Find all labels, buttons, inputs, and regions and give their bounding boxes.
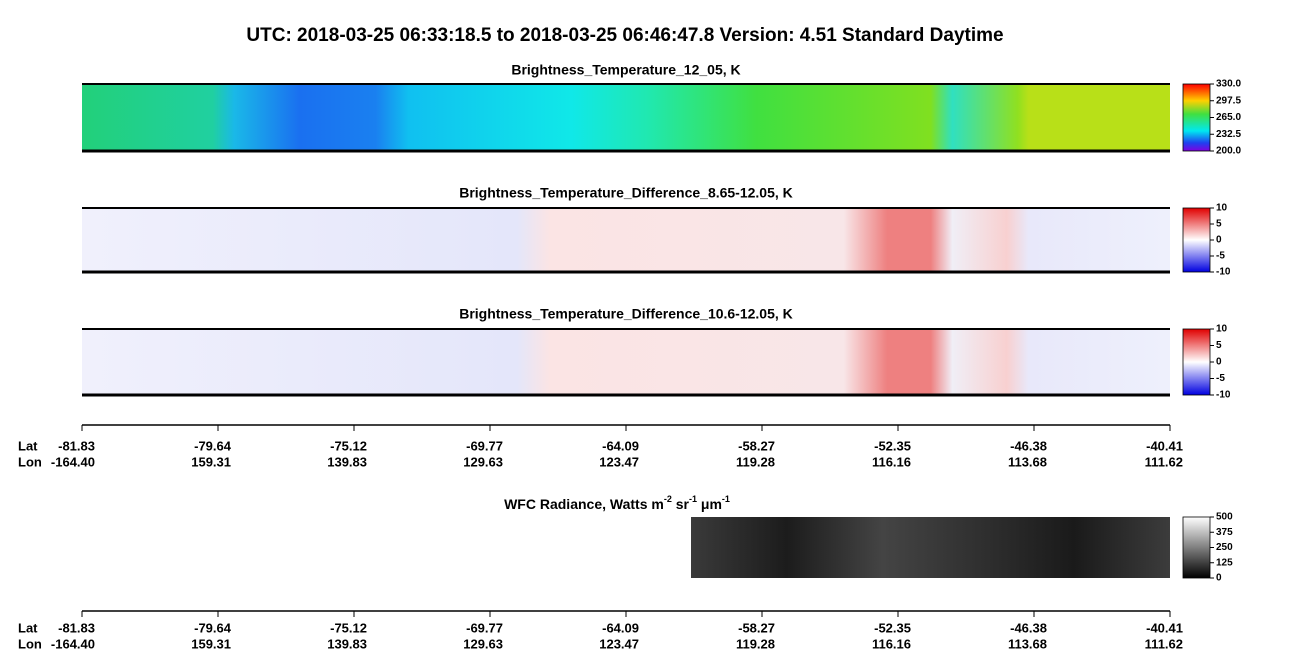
title-part: μm bbox=[697, 496, 722, 512]
lat-value: -64.09 bbox=[602, 438, 639, 453]
lon-value: 139.83 bbox=[327, 636, 367, 651]
lon-value: 111.62 bbox=[1145, 636, 1183, 651]
lat-value: -81.83 bbox=[58, 620, 95, 635]
colorbar bbox=[1182, 328, 1211, 396]
colorbar-tick-label: 250 bbox=[1216, 542, 1233, 553]
lat-label: Lat bbox=[18, 438, 38, 453]
lat-value: -75.12 bbox=[330, 438, 367, 453]
colorbar-tick-label: 297.5 bbox=[1216, 95, 1241, 106]
lon-value: 116.16 bbox=[872, 636, 911, 651]
colorbar-tick-label: 125 bbox=[1216, 557, 1233, 568]
colorbar-tick-label: -10 bbox=[1216, 267, 1231, 278]
image-strip bbox=[691, 517, 1170, 578]
image-strip bbox=[82, 329, 1170, 395]
colorbar-tick-label: -5 bbox=[1216, 373, 1225, 384]
lon-value: 159.31 bbox=[191, 454, 231, 469]
lat-value: -52.35 bbox=[874, 438, 911, 453]
lat-value: -58.27 bbox=[738, 620, 775, 635]
lon-value: 159.31 bbox=[191, 636, 231, 651]
panel-title: Brightness_Temperature_Difference_10.6-1… bbox=[459, 306, 793, 322]
panel-title: Brightness_Temperature_Difference_8.65-1… bbox=[459, 185, 793, 201]
colorbar-tick-label: 500 bbox=[1216, 512, 1233, 523]
title-part: -2 bbox=[664, 494, 672, 504]
lon-value: -164.40 bbox=[51, 454, 95, 469]
lon-value: -164.40 bbox=[51, 636, 95, 651]
lon-value: 119.28 bbox=[736, 636, 775, 651]
lon-value: 113.68 bbox=[1008, 636, 1047, 651]
title-part: sr bbox=[672, 496, 690, 512]
colorbar bbox=[1182, 83, 1211, 152]
colorbar-tick-label: 5 bbox=[1216, 219, 1222, 230]
colorbar-tick-label: 200.0 bbox=[1216, 146, 1241, 157]
lat-value: -40.41 bbox=[1146, 620, 1183, 635]
lat-value: -69.77 bbox=[466, 438, 503, 453]
title-part: -1 bbox=[689, 494, 697, 504]
lat-value: -79.64 bbox=[194, 620, 232, 635]
image-strip bbox=[82, 208, 1170, 272]
lon-value: 123.47 bbox=[599, 636, 639, 651]
colorbar-tick-label: 265.0 bbox=[1216, 112, 1241, 123]
lon-label: Lon bbox=[18, 636, 42, 651]
panel-title: WFC Radiance, Watts m-2 sr-1 μm-1 bbox=[504, 494, 730, 511]
panel-title: Brightness_Temperature_12_05, K bbox=[511, 62, 740, 78]
lon-value: 129.63 bbox=[463, 454, 503, 469]
colorbar-tick-label: 10 bbox=[1216, 324, 1228, 335]
lon-value: 129.63 bbox=[463, 636, 503, 651]
lon-value: 113.68 bbox=[1008, 454, 1047, 469]
lon-value: 116.16 bbox=[872, 454, 911, 469]
lat-value: -75.12 bbox=[330, 620, 367, 635]
lon-value: 123.47 bbox=[599, 454, 639, 469]
lat-label: Lat bbox=[18, 620, 38, 635]
colorbar bbox=[1182, 516, 1211, 579]
colorbar-tick-label: 232.5 bbox=[1216, 129, 1241, 140]
lat-value: -81.83 bbox=[58, 438, 95, 453]
colorbar bbox=[1182, 207, 1211, 273]
colorbar-tick-label: -10 bbox=[1216, 390, 1231, 401]
colorbar-tick-label: 10 bbox=[1216, 203, 1228, 214]
title-part: -1 bbox=[722, 494, 730, 504]
colorbar-tick-label: 0 bbox=[1216, 357, 1222, 368]
lon-value: 139.83 bbox=[327, 454, 367, 469]
lon-value: 119.28 bbox=[736, 454, 775, 469]
lat-value: -40.41 bbox=[1146, 438, 1183, 453]
lat-value: -69.77 bbox=[466, 620, 503, 635]
colorbar-tick-label: 330.0 bbox=[1216, 79, 1241, 90]
lat-value: -79.64 bbox=[194, 438, 232, 453]
colorbar-tick-label: 375 bbox=[1216, 527, 1233, 538]
colorbar-tick-label: 0 bbox=[1216, 235, 1222, 246]
lat-value: -64.09 bbox=[602, 620, 639, 635]
colorbar-tick-label: 5 bbox=[1216, 340, 1222, 351]
lat-value: -52.35 bbox=[874, 620, 911, 635]
lat-value: -58.27 bbox=[738, 438, 775, 453]
colorbar-tick-label: -5 bbox=[1216, 251, 1225, 262]
colorbar-tick-label: 0 bbox=[1216, 573, 1222, 584]
image-strip bbox=[82, 84, 1170, 151]
lon-label: Lon bbox=[18, 454, 42, 469]
lat-value: -46.38 bbox=[1010, 620, 1047, 635]
title-part: WFC Radiance, Watts m bbox=[504, 496, 664, 512]
lon-value: 111.62 bbox=[1145, 454, 1183, 469]
lat-value: -46.38 bbox=[1010, 438, 1047, 453]
page-title: UTC: 2018-03-25 06:33:18.5 to 2018-03-25… bbox=[246, 25, 1003, 46]
